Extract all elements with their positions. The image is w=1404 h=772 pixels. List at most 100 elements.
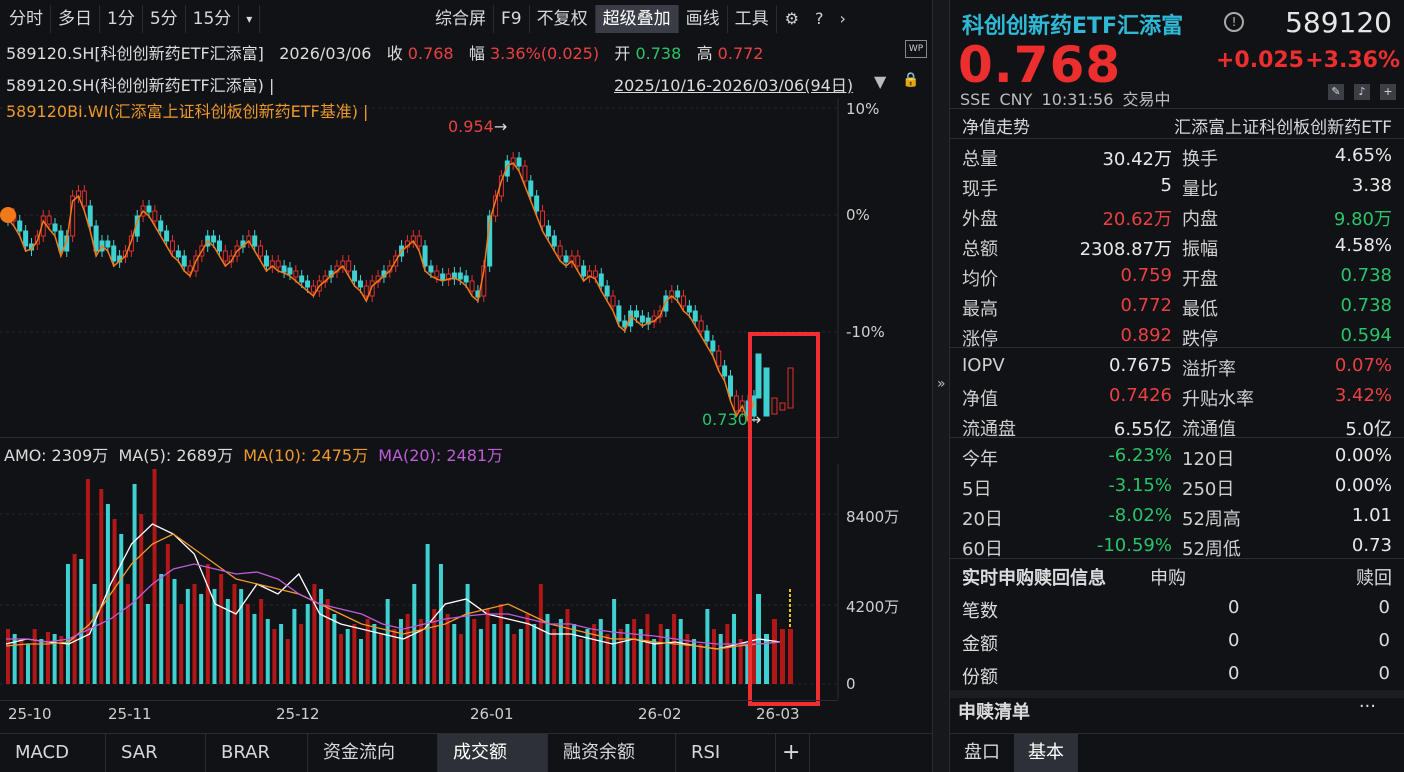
candle [663, 295, 669, 312]
chevron-right-icon[interactable]: › [839, 9, 846, 28]
stat-value: 0.892 [1120, 325, 1172, 346]
volume-bar [339, 634, 344, 684]
stat-row: 现手 5 量比 3.38 [950, 171, 1404, 201]
stat-value: 0.7675 [1109, 355, 1172, 376]
volume-bar [485, 609, 490, 684]
tab-macd[interactable]: MACD [0, 734, 106, 772]
volume-bar [658, 624, 663, 684]
more-icon[interactable]: ··· [1358, 696, 1376, 717]
volume-bar [780, 629, 785, 684]
volume-bar [498, 604, 503, 684]
tool-chaojidiejia[interactable]: 超级叠加 [595, 5, 679, 33]
volume-bar [292, 609, 297, 684]
volume-bar [738, 639, 743, 684]
volume-bar [19, 639, 24, 684]
candle [181, 255, 187, 267]
candle [275, 260, 281, 268]
high-annotation-value: 0.954 [448, 117, 494, 136]
candle [46, 215, 52, 225]
candle [551, 235, 557, 247]
chart-divider [0, 437, 838, 438]
stat-row: 外盘 20.62万 内盘 9.80万 [950, 201, 1404, 231]
stat-label: 20日 [962, 509, 1003, 530]
candle [211, 235, 217, 243]
tab-pankou[interactable]: 盘口 [964, 742, 1000, 763]
candle [545, 225, 551, 237]
stat-row: 今年 -6.23% 120日 0.00% [950, 441, 1404, 471]
volume-bar [99, 489, 104, 684]
candle [516, 157, 522, 167]
candle [269, 260, 275, 268]
volume-bar [345, 629, 350, 684]
period-tab-duori[interactable]: 多日 [51, 5, 100, 33]
quote-bottom-tabs: 盘口 基本 [950, 733, 1404, 772]
add-tab-button[interactable]: + [776, 734, 810, 772]
x-label-25-12: 25-12 [276, 705, 320, 723]
volume-bar [665, 629, 670, 684]
section-gap [950, 690, 1404, 698]
volume-bar [425, 544, 430, 684]
tab-sar[interactable]: SAR [106, 734, 206, 772]
bell-icon[interactable]: ♪ [1354, 84, 1370, 100]
volume-chart[interactable] [0, 464, 932, 699]
tab-chengjiaoe[interactable]: 成交额 [438, 734, 548, 772]
period-tab-15min[interactable]: 15分 [186, 5, 240, 33]
tab-zijinliuxiang[interactable]: 资金流向 [308, 734, 438, 772]
triangle-down-icon[interactable]: ▼ [874, 72, 887, 91]
volume-bar [39, 639, 44, 684]
volume-bar [752, 634, 756, 684]
open-label: 开 [614, 44, 631, 63]
price-chart[interactable] [0, 98, 932, 438]
high-annotation: 0.954→ [448, 117, 508, 136]
help-icon[interactable]: ? [814, 9, 824, 28]
volume-bar [572, 624, 577, 684]
candle [728, 375, 734, 397]
tab-rsi[interactable]: RSI [676, 734, 776, 772]
volume-bar [219, 574, 224, 684]
date-range[interactable]: 2025/10/16-2026/03/06(94日) [614, 76, 854, 95]
tool-huaxian[interactable]: 画线 [679, 5, 728, 33]
volume-bar [12, 634, 17, 684]
tool-zongheping[interactable]: 综合屏 [428, 5, 494, 33]
candle [352, 270, 358, 282]
candle [158, 220, 164, 232]
divider [950, 138, 1404, 139]
stat-value: 3.42% [1334, 385, 1392, 406]
gear-icon[interactable]: ⚙ [784, 9, 799, 28]
candle [610, 295, 616, 307]
period-dropdown-icon[interactable]: ▾ [239, 5, 261, 33]
quote-info-line: 589120.SH[科创创新药ETF汇添富] 2026/03/06 收 0.76… [6, 40, 763, 64]
stat-row: 涨停 0.892 跌停 0.594 [950, 321, 1404, 351]
stat-value: 0.73 [1351, 535, 1392, 556]
candle [440, 273, 446, 281]
tool-f9[interactable]: F9 [494, 5, 530, 33]
stat-value: 6.55亿 [1113, 419, 1172, 440]
panel-splitter[interactable]: » [932, 0, 950, 772]
period-tab-5min[interactable]: 5分 [143, 5, 186, 33]
volume-bar [365, 619, 370, 684]
volume-bar [505, 624, 510, 684]
stat-label: 流通值 [1182, 419, 1236, 440]
volume-bar [212, 589, 217, 684]
add-icon[interactable]: + [1380, 84, 1396, 100]
tab-jiben[interactable]: 基本 [1014, 734, 1078, 772]
candle [598, 273, 604, 287]
tool-bufuquan[interactable]: 不复权 [530, 5, 596, 33]
collapse-icon[interactable]: » [937, 376, 946, 392]
tab-brar[interactable]: BRAR [206, 734, 308, 772]
nav-trend-label[interactable]: 净值走势 [962, 118, 1030, 138]
period-tab-fenshi[interactable]: 分时 [2, 5, 51, 33]
volume-bar [205, 564, 210, 684]
lock-icon[interactable]: 🔒 [902, 72, 920, 88]
x-label-25-11: 25-11 [108, 705, 152, 723]
volume-bar [725, 624, 730, 684]
info-icon[interactable]: ! [1224, 12, 1244, 32]
sub-row-b: 0 [1378, 597, 1390, 618]
tab-rongziyue[interactable]: 融资余额 [548, 734, 676, 772]
tool-gongju[interactable]: 工具 [728, 5, 777, 33]
period-tab-1min[interactable]: 1分 [100, 5, 143, 33]
wp-icon[interactable]: WP [905, 40, 927, 58]
volume-bar [92, 584, 97, 684]
edit-icon[interactable]: ✎ [1328, 84, 1344, 100]
stat-label: 52周低 [1182, 539, 1241, 560]
